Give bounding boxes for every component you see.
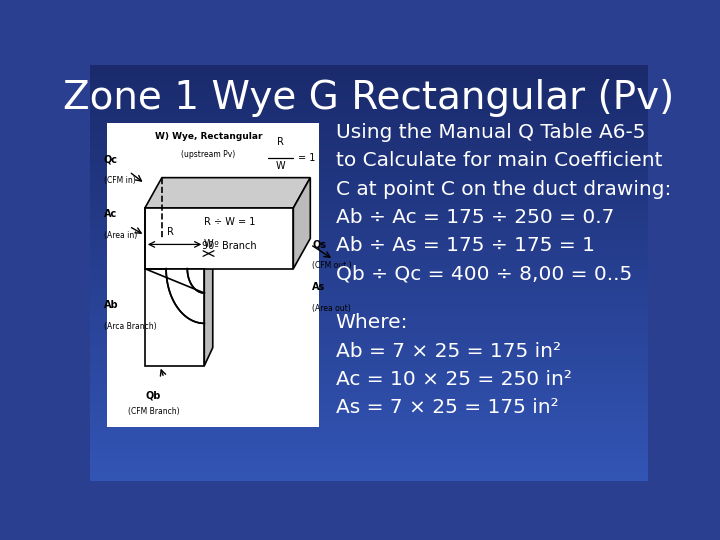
Text: (CFM out.): (CFM out.) [312,261,352,270]
Text: Qs: Qs [312,239,326,249]
Text: = 1: = 1 [297,153,315,163]
Text: Where:: Where: [336,313,408,333]
Text: (Arca Branch): (Arca Branch) [104,322,156,331]
Text: As = 7 × 25 = 175 in²: As = 7 × 25 = 175 in² [336,399,558,417]
Polygon shape [145,208,293,269]
Text: R ÷ W = 1: R ÷ W = 1 [204,217,256,227]
Text: to Calculate for main Coefficient: to Calculate for main Coefficient [336,151,662,170]
Text: 90º Branch: 90º Branch [202,241,257,251]
Text: Ab: Ab [104,300,119,310]
Text: (CFM Branch): (CFM Branch) [127,407,179,416]
Text: Ac = 10 × 25 = 250 in²: Ac = 10 × 25 = 250 in² [336,370,572,389]
Text: Qb ÷ Qc = 400 ÷ 8,00 = 0..5: Qb ÷ Qc = 400 ÷ 8,00 = 0..5 [336,265,631,284]
Text: As: As [312,282,325,292]
Text: Using the Manual Q Table A6-5: Using the Manual Q Table A6-5 [336,123,645,142]
Text: (Area out): (Area out) [312,303,351,313]
Polygon shape [293,178,310,269]
Text: Qb: Qb [145,390,161,400]
Polygon shape [145,269,204,366]
Bar [107,123,319,427]
Text: Zone 1 Wye G Rectangular (Pv): Zone 1 Wye G Rectangular (Pv) [63,79,675,117]
Text: Qc: Qc [104,154,118,165]
Text: C at point C on the duct drawing:: C at point C on the duct drawing: [336,180,671,199]
Text: (CFM in): (CFM in) [104,176,135,185]
Text: Ab ÷ Ac = 175 ÷ 250 = 0.7: Ab ÷ Ac = 175 ÷ 250 = 0.7 [336,208,614,227]
Text: W: W [276,161,285,171]
Polygon shape [145,178,310,208]
Text: R: R [167,227,174,237]
Text: Ab = 7 × 25 = 175 in²: Ab = 7 × 25 = 175 in² [336,342,560,361]
Text: Ab ÷ As = 175 ÷ 175 = 1: Ab ÷ As = 175 ÷ 175 = 1 [336,236,595,255]
Text: Ac: Ac [104,209,117,219]
Text: (upstream Pv): (upstream Pv) [181,150,235,159]
Polygon shape [204,251,213,366]
Text: (Area in): (Area in) [104,231,138,240]
Text: W: W [204,239,213,249]
Text: W) Wye, Rectangular: W) Wye, Rectangular [155,132,262,141]
Text: R: R [277,137,284,147]
